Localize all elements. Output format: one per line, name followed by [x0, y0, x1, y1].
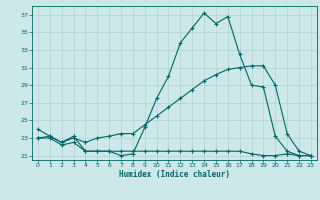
X-axis label: Humidex (Indice chaleur): Humidex (Indice chaleur)	[119, 170, 230, 179]
